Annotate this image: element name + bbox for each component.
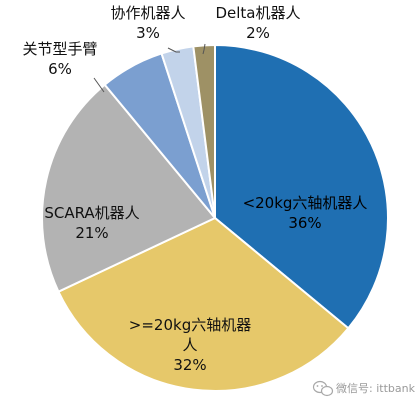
pie-slice (214, 43, 389, 330)
slice-value-label: 3% (136, 24, 160, 42)
leader-lines (93, 43, 206, 93)
slice-category-label: >=20kg六轴机器 (129, 316, 251, 334)
leader-line (93, 77, 105, 93)
pie-slice (192, 43, 216, 219)
pie-slices (40, 43, 389, 393)
pie-slice (57, 216, 350, 393)
slice-value-label: 21% (75, 224, 108, 242)
slice-category-label: 协作机器人 (110, 4, 185, 22)
wechat-icon (312, 380, 334, 397)
slice-value-label: 2% (246, 24, 270, 42)
slice-labels: <20kg六轴机器人 36% >=20kg六轴机器人 32% SCARA机器人 21% 关节… (22, 4, 367, 374)
pie-slice (40, 83, 217, 293)
leader-line (167, 47, 180, 53)
slice-category-label: <20kg六轴机器人 (243, 194, 368, 212)
slice-category-label: Delta机器人 (215, 4, 300, 22)
leader-line (202, 43, 206, 55)
slice-category-label: SCARA机器人 (44, 204, 139, 222)
slice-category-label: 关节型手臂 (22, 40, 97, 58)
slice-value-label: 6% (48, 60, 72, 78)
watermark: 微信号: ittbank (312, 380, 416, 397)
watermark-text: 微信号: ittbank (336, 381, 416, 395)
slice-value-label: 36% (288, 214, 321, 232)
slice-category-label: 人 (182, 336, 197, 354)
slice-value-label: 32% (173, 356, 206, 374)
